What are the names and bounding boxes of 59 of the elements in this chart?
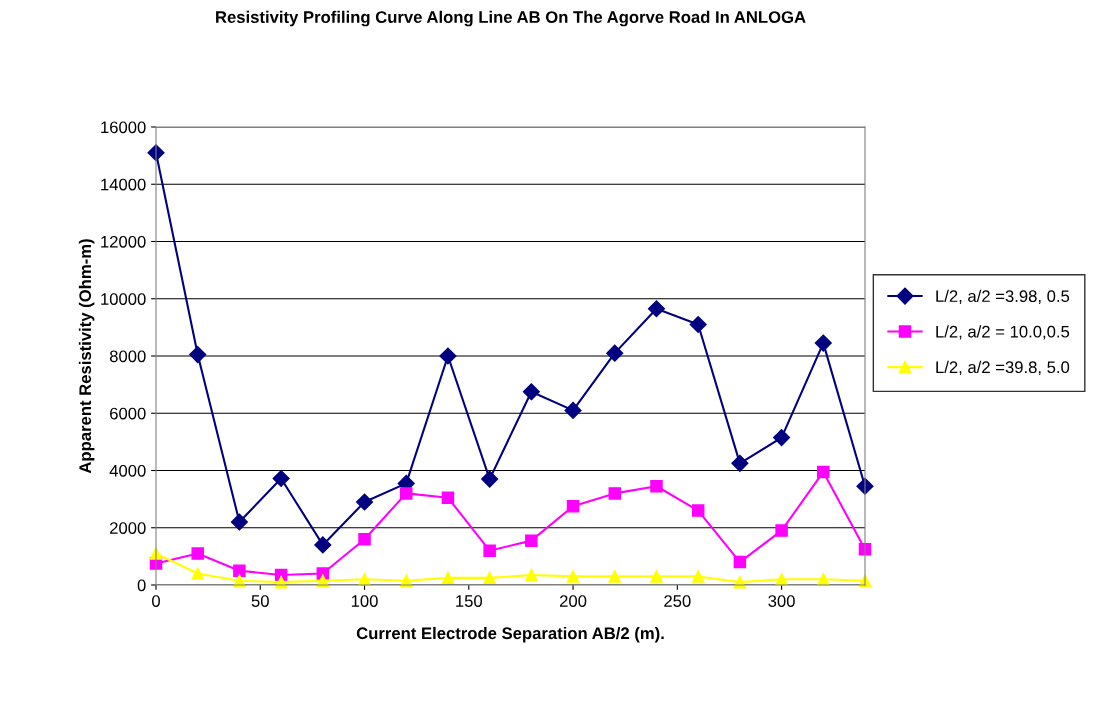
x-tick-label: 100 [351, 595, 378, 607]
y-tick-label: 8000 [109, 350, 146, 363]
point [483, 571, 496, 585]
point [314, 536, 332, 554]
point [566, 570, 580, 583]
point [522, 383, 540, 401]
x-tick-label: 300 [768, 595, 795, 607]
y-tick-label: 2000 [110, 522, 146, 534]
point [191, 567, 204, 580]
legend-label: L/2, a/2 =39.8, 5.0 [936, 360, 1070, 376]
y-tick-label: 12000 [101, 235, 146, 248]
legend-label: L/2, a/2 =3.98, 0.5 [936, 289, 1070, 305]
point [191, 547, 204, 560]
y-tick-label: 0 [137, 579, 146, 592]
point [691, 570, 705, 583]
point [817, 465, 830, 479]
y-tick-label: 16000 [101, 121, 146, 134]
point [608, 487, 622, 500]
point [483, 544, 496, 557]
point [731, 454, 749, 472]
point [439, 347, 457, 365]
point [481, 470, 499, 488]
point [525, 534, 538, 547]
point [773, 429, 791, 447]
point [399, 487, 413, 500]
point [564, 401, 582, 419]
x-tick-label: 250 [664, 595, 691, 607]
y-axis-title: Apparent Resistivity (Ohm-m) [78, 239, 95, 474]
chart-title: Resistivity Profiling Curve Along Line AB On The Agorve Road In ANLOGA [216, 10, 806, 27]
point [566, 500, 580, 513]
y-tick-label: 10000 [101, 293, 146, 305]
legend-label: L/2, a/2 = 10.0,0.5 [936, 325, 1070, 340]
point [814, 334, 832, 352]
point [733, 555, 747, 569]
point [355, 493, 374, 511]
point [606, 344, 624, 362]
point [358, 532, 371, 546]
point [189, 346, 207, 364]
y-tick-label: 6000 [110, 407, 146, 420]
point [608, 570, 622, 583]
point [689, 315, 707, 334]
point [441, 571, 455, 585]
y-tick-label: 4000 [109, 464, 146, 477]
x-tick-label: 200 [559, 595, 587, 607]
point [647, 300, 666, 318]
point [650, 479, 663, 493]
x-tick-label: 150 [456, 595, 483, 607]
y-tick-label: 14000 [101, 178, 146, 191]
point [650, 570, 663, 583]
x-tick-label: 50 [251, 595, 269, 607]
point [230, 513, 248, 531]
point [775, 524, 788, 537]
point [272, 469, 290, 488]
point [441, 491, 455, 504]
x-axis-title: Current Electrode Separation AB/2 (m). [356, 626, 664, 643]
point [525, 568, 538, 582]
x-tick-label: 0 [152, 595, 160, 607]
point [691, 504, 705, 517]
point [233, 564, 246, 577]
